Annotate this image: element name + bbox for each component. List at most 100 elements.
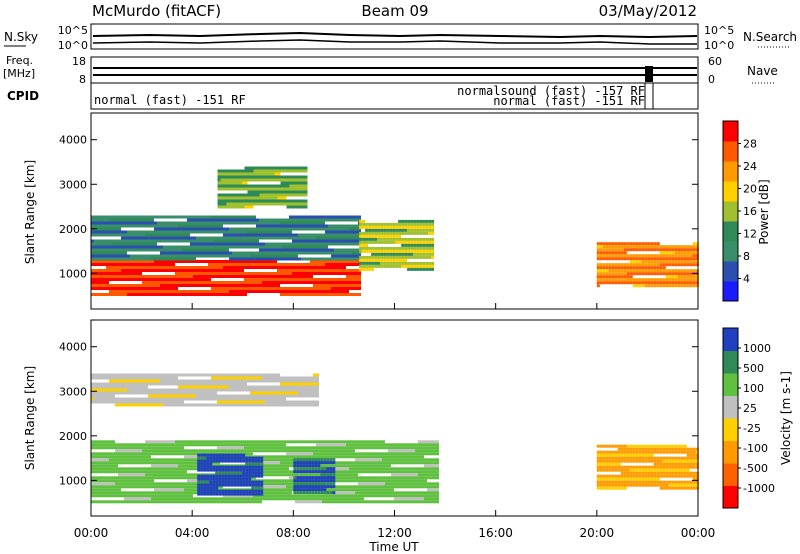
heatmap-cell bbox=[689, 275, 693, 279]
heatmap-cell bbox=[274, 172, 278, 176]
heatmap-cell bbox=[190, 482, 193, 486]
heatmap-cell bbox=[250, 272, 253, 275]
heatmap-cell bbox=[428, 237, 432, 241]
heatmap-cell bbox=[368, 237, 372, 241]
heatmap-cell bbox=[145, 455, 148, 459]
heatmap-cell bbox=[310, 440, 313, 444]
heatmap-cell bbox=[407, 255, 411, 259]
heatmap-cell bbox=[106, 254, 109, 258]
heatmap-cell bbox=[319, 251, 322, 255]
heatmap-cell bbox=[238, 181, 242, 185]
heatmap-cell bbox=[220, 269, 223, 272]
heatmap-cell bbox=[292, 452, 295, 456]
heatmap-cell bbox=[226, 293, 229, 296]
heatmap-cell bbox=[238, 500, 241, 504]
heatmap-cell bbox=[337, 278, 340, 281]
heatmap-cell bbox=[359, 261, 363, 265]
heatmap-cell bbox=[163, 221, 166, 225]
heatmap-cell bbox=[644, 257, 648, 261]
heatmap-cell bbox=[112, 293, 115, 296]
heatmap-cell bbox=[229, 443, 232, 447]
heatmap-cell bbox=[214, 242, 217, 246]
heatmap-cell bbox=[343, 251, 346, 255]
heatmap-cell bbox=[374, 264, 378, 268]
colorbar-tick-label: 12 bbox=[743, 228, 757, 241]
heatmap-cell bbox=[163, 284, 166, 287]
heatmap-cell bbox=[100, 257, 103, 261]
heatmap-cell bbox=[232, 251, 235, 255]
heatmap-cell bbox=[626, 269, 630, 273]
noise-sky-trace bbox=[92, 31, 698, 39]
heatmap-cell bbox=[172, 482, 175, 486]
heatmap-cell bbox=[94, 245, 97, 249]
heatmap-cell bbox=[644, 242, 648, 246]
heatmap-cell bbox=[608, 263, 612, 267]
heatmap-cell bbox=[346, 455, 349, 459]
heatmap-cell bbox=[686, 251, 690, 255]
heatmap-cell bbox=[250, 476, 253, 480]
heatmap-cell bbox=[172, 281, 175, 284]
heatmap-cell bbox=[244, 497, 247, 501]
heatmap-cell bbox=[359, 219, 363, 223]
heatmap-cell bbox=[181, 449, 184, 453]
heatmap-cell bbox=[340, 236, 343, 240]
heatmap-cell bbox=[193, 248, 196, 252]
heatmap-cell bbox=[599, 272, 603, 276]
heatmap-cell bbox=[100, 224, 103, 228]
heatmap-cell bbox=[635, 254, 639, 258]
heatmap-cell bbox=[377, 252, 381, 256]
heatmap-cell bbox=[359, 249, 363, 253]
heatmap-cell bbox=[250, 190, 254, 194]
heatmap-cell bbox=[662, 272, 666, 276]
heatmap-cell bbox=[148, 494, 151, 498]
heatmap-cell bbox=[653, 248, 657, 252]
heatmap-cell bbox=[160, 485, 163, 489]
heatmap-cell bbox=[325, 464, 328, 468]
heatmap-cell bbox=[214, 287, 217, 290]
heatmap-cell bbox=[220, 443, 223, 447]
heatmap-cell bbox=[695, 251, 699, 255]
heatmap-cell bbox=[599, 263, 603, 267]
heatmap-cell bbox=[169, 293, 172, 296]
heatmap-cell bbox=[169, 221, 172, 225]
heatmap-cell bbox=[358, 272, 361, 275]
heatmap-cell bbox=[97, 440, 100, 444]
heatmap-cell bbox=[286, 278, 289, 281]
heatmap-cell bbox=[283, 473, 286, 477]
heatmap-cell bbox=[683, 263, 687, 267]
heatmap-cell bbox=[413, 237, 417, 241]
heatmap-cell bbox=[650, 263, 654, 267]
heatmap-cell bbox=[404, 243, 408, 247]
heatmap-cell bbox=[349, 284, 352, 287]
heatmap-cell bbox=[118, 266, 121, 269]
heatmap-cell bbox=[368, 234, 372, 238]
heatmap-cell bbox=[115, 458, 118, 462]
heatmap-cell bbox=[175, 260, 178, 263]
heatmap-cell bbox=[650, 272, 654, 276]
heatmap-cell bbox=[304, 473, 307, 477]
heatmap-cell bbox=[274, 251, 277, 255]
heatmap-cell bbox=[346, 218, 349, 222]
heatmap-cell bbox=[271, 455, 274, 459]
heatmap-cell bbox=[301, 281, 304, 284]
heatmap-cell bbox=[271, 251, 274, 255]
heatmap-cell bbox=[100, 470, 103, 474]
heatmap-cell bbox=[127, 449, 130, 453]
heatmap-cell bbox=[214, 266, 217, 269]
heatmap-cell bbox=[127, 491, 130, 495]
heatmap-cell bbox=[229, 215, 232, 219]
heatmap-cell bbox=[139, 476, 142, 480]
heatmap-cell bbox=[596, 251, 600, 255]
heatmap-cell bbox=[383, 255, 387, 259]
heatmap-cell bbox=[226, 248, 229, 252]
heatmap-cell bbox=[103, 221, 106, 225]
heatmap-cell bbox=[160, 287, 163, 290]
heatmap-cell bbox=[112, 461, 115, 465]
heatmap-cell bbox=[127, 275, 130, 278]
heatmap-cell bbox=[223, 205, 227, 209]
heatmap-cell bbox=[256, 221, 259, 225]
heatmap-cell bbox=[106, 446, 109, 450]
heatmap-cell bbox=[247, 497, 250, 501]
heatmap-cell bbox=[371, 234, 375, 238]
heatmap-cell bbox=[304, 266, 307, 269]
